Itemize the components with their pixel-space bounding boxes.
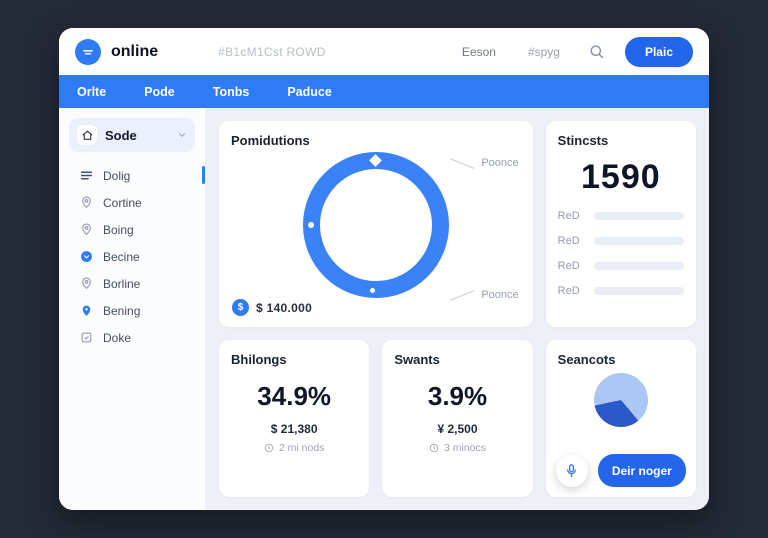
document-hint: #B1cM1Cst ROWD: [218, 44, 326, 59]
main-content: Pomidutions Poonce Poonce $ $ 140.000: [206, 108, 709, 510]
microphone-button[interactable]: [555, 454, 588, 487]
brand-name: online: [111, 42, 159, 60]
bhilongs-card: Bhilongs 34.9% $ 21,380 2 mi nods: [219, 340, 370, 497]
deir-noger-button[interactable]: Deir noger: [597, 454, 686, 487]
sidebar: Sode Dolig Cortine: [59, 108, 206, 510]
search-icon[interactable]: [588, 43, 605, 60]
sidebar-item-label: Dolig: [103, 168, 131, 183]
card-title: Seancots: [557, 352, 616, 367]
percent-value: 3.9%: [427, 381, 488, 411]
pin-icon: [79, 277, 94, 290]
amount-value: $ 21,380: [270, 422, 318, 436]
chevron-down-icon: [177, 130, 187, 140]
sidebar-item-label: Becine: [103, 249, 140, 264]
nav-item-paduce[interactable]: Paduce: [287, 84, 332, 99]
sidebar-item-bening[interactable]: Bening: [59, 297, 205, 324]
clock-icon: [429, 443, 439, 453]
sidebar-item-becine[interactable]: Becine: [59, 243, 205, 270]
callout-line: [450, 289, 475, 301]
sidebar-item-label: Borline: [103, 276, 141, 291]
note-line: 3 minocs: [394, 442, 520, 454]
stincsts-card: Stincsts 1590 ReD ReD ReD ReD: [545, 121, 696, 327]
percent-value: 34.9%: [257, 381, 332, 411]
stats-total: 1590: [581, 158, 661, 196]
user-name: Eeson: [461, 44, 496, 59]
checkbox-icon: [79, 331, 94, 344]
app-window: online #B1cM1Cst ROWD Eeson #spyg Plaic …: [59, 28, 709, 510]
note-text: 3 minocs: [443, 442, 486, 454]
stat-row-label: ReD: [557, 285, 580, 297]
note-line: 2 mi nods: [231, 442, 357, 454]
top-header: online #B1cM1Cst ROWD Eeson #spyg Plaic: [59, 28, 709, 75]
stat-row: ReD: [558, 235, 684, 247]
sidebar-item-label: Boing: [103, 222, 134, 237]
card-title: Stincsts: [557, 133, 609, 148]
sidebar-item-boing[interactable]: Boing: [59, 216, 205, 243]
sidebar-section-sode[interactable]: Sode: [69, 118, 195, 152]
progress-track: [593, 262, 684, 270]
amount-value: ¥ 2,500: [437, 422, 478, 436]
currency-coin-icon: $: [232, 299, 249, 316]
sidebar-item-label: Cortine: [103, 195, 142, 210]
menu-icon: [79, 169, 94, 182]
active-indicator: [202, 166, 205, 184]
sidebar-section-label: Sode: [105, 127, 137, 143]
nav-item-pode[interactable]: Pode: [144, 84, 175, 99]
stat-row-label: ReD: [557, 235, 580, 247]
home-icon: [77, 125, 97, 145]
stat-row: ReD: [558, 285, 684, 297]
pomidutions-card: Pomidutions Poonce Poonce $ $ 140.000: [219, 121, 533, 327]
pin-icon: [79, 196, 94, 209]
sidebar-item-dolig[interactable]: Dolig: [59, 162, 205, 189]
seancots-card: Seancots Deir noger: [545, 340, 696, 497]
pin-icon: [79, 223, 94, 236]
stat-row-label: ReD: [557, 210, 580, 222]
nav-item-orlte[interactable]: Orlte: [77, 84, 107, 99]
pin-filled-icon: [79, 304, 94, 317]
sidebar-item-cortine[interactable]: Cortine: [59, 189, 205, 216]
body-row: Sode Dolig Cortine: [59, 108, 709, 510]
stat-row: ReD: [558, 210, 684, 222]
donut-total: $ $ 140.000: [232, 299, 312, 316]
clock-icon: [264, 443, 274, 453]
microphone-icon: [567, 464, 577, 478]
donut-total-amount: $ 140.000: [256, 300, 313, 315]
user-tag: #spyg: [527, 44, 560, 59]
stat-row: ReD: [558, 260, 684, 272]
donut-marker-dot-bottom: [369, 288, 375, 293]
progress-track: [593, 237, 684, 245]
note-text: 2 mi nods: [278, 442, 325, 454]
donut-marker-dot-left: [307, 222, 314, 228]
card-title: Pomidutions: [231, 133, 310, 148]
sidebar-item-borline[interactable]: Borline: [59, 270, 205, 297]
circle-check-icon: [79, 250, 94, 263]
callout-label: Poonce: [481, 157, 519, 169]
card-title: Bhilongs: [231, 352, 287, 367]
card-title: Swants: [394, 352, 440, 367]
seancots-actions: Deir noger: [555, 454, 686, 487]
primary-action-button[interactable]: Plaic: [624, 36, 693, 67]
callout-label: Poonce: [481, 289, 519, 301]
donut-chart: [302, 152, 449, 298]
stat-row-label: ReD: [557, 260, 580, 272]
donut-marker-diamond: [369, 154, 383, 167]
donut-callout-top: Poonce: [449, 157, 519, 169]
donut-callout-bottom: Poonce: [449, 289, 519, 301]
swants-card: Swants 3.9% ¥ 2,500 3 minocs: [382, 340, 533, 497]
progress-track: [593, 212, 684, 220]
main-nav: Orlte Pode Tonbs Paduce: [59, 75, 709, 108]
callout-line: [450, 157, 475, 169]
pie-chart: [582, 361, 659, 439]
brand-logo-icon: [75, 38, 101, 65]
sidebar-item-doke[interactable]: Doke: [59, 324, 205, 351]
nav-item-tonbs[interactable]: Tonbs: [212, 84, 250, 99]
sidebar-item-label: Bening: [103, 303, 141, 318]
sidebar-item-label: Doke: [103, 330, 132, 345]
progress-track: [593, 287, 684, 295]
